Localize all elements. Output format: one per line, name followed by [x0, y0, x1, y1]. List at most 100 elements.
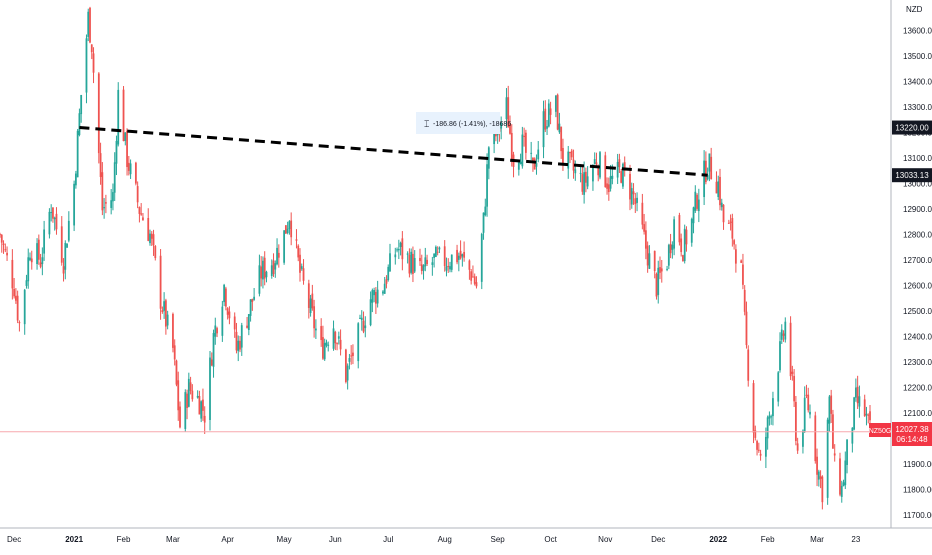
candle-up — [480, 233, 483, 282]
candle-up — [223, 284, 226, 303]
candle-down — [863, 399, 866, 417]
candle-up — [694, 191, 697, 211]
candle-down — [136, 186, 139, 203]
candle-up — [78, 113, 81, 136]
candle-up — [53, 217, 56, 220]
candle-down — [101, 172, 104, 211]
candle-up — [323, 343, 326, 360]
candle-down — [569, 151, 571, 154]
candle-up — [389, 253, 391, 272]
candle-down — [869, 411, 871, 421]
candle-up — [346, 365, 349, 381]
candle-down — [0, 234, 1, 236]
price-tick-label: 12200.00 — [903, 384, 932, 393]
candle-down — [122, 89, 125, 142]
candle-up — [484, 206, 487, 216]
candle-up — [657, 267, 660, 295]
candle-down — [374, 291, 377, 304]
candle-up — [212, 333, 215, 367]
candle-down — [362, 320, 365, 332]
measure-tooltip-text: -186.86 (-1.41%), -18686 — [433, 121, 511, 128]
candle-up — [690, 218, 693, 243]
candle-down — [819, 476, 822, 479]
candle-down — [235, 331, 238, 351]
candle-down — [456, 249, 458, 263]
candle-up — [554, 95, 557, 112]
candle-up — [240, 325, 243, 348]
candle-down — [99, 153, 102, 177]
candle-up — [149, 233, 151, 244]
candle-up — [842, 482, 845, 487]
candle-down — [177, 380, 180, 411]
trendline[interactable] — [79, 126, 708, 177]
candle-up — [438, 247, 441, 250]
candle-down — [159, 255, 162, 309]
candle-up — [780, 329, 783, 340]
candle-down — [821, 476, 824, 503]
candle-down — [463, 251, 466, 258]
price-tick-labels: 11700.0011800.0011900.0012000.0012100.00… — [903, 27, 932, 521]
candle-up — [85, 38, 88, 93]
candle-down — [189, 382, 192, 391]
candle-down — [680, 238, 683, 253]
candle-up — [50, 212, 53, 214]
time-tick-label: Dec — [651, 535, 665, 544]
candle-down — [198, 396, 201, 415]
candle-down — [754, 430, 757, 438]
last-price-value: 12027.38 — [895, 425, 929, 434]
candle-down — [805, 394, 808, 396]
candle-down — [669, 243, 672, 254]
candle-down — [408, 254, 411, 274]
candle-down — [475, 282, 478, 287]
candle-up — [196, 395, 199, 398]
candle-down — [867, 414, 870, 416]
candle-up — [360, 317, 363, 321]
candle-down — [89, 7, 91, 43]
time-tick-label: May — [277, 535, 292, 544]
candle-up — [274, 263, 277, 270]
candle-down — [55, 213, 58, 230]
candle-down — [228, 311, 231, 319]
candle-up — [200, 401, 203, 419]
candle-up — [247, 314, 250, 330]
candle-up — [262, 260, 264, 280]
candle-up — [703, 160, 706, 198]
price-tick-label: 12100.00 — [903, 409, 932, 418]
candle-down — [524, 132, 527, 153]
price-tick-label: 13400.00 — [903, 78, 932, 87]
candle-down — [246, 325, 248, 328]
candle-up — [288, 221, 291, 229]
candle-up — [844, 460, 847, 486]
price-tag: 13033.13 — [895, 171, 929, 180]
candle-up — [364, 325, 367, 329]
candle-down — [556, 94, 559, 130]
candle-down — [277, 252, 280, 258]
last-price-tag-background — [892, 422, 932, 446]
candle-down — [595, 162, 598, 165]
candle-up — [43, 229, 46, 254]
candle-down — [509, 123, 511, 134]
candle-down — [401, 238, 404, 260]
candle-down — [62, 266, 65, 274]
candle-down — [856, 386, 859, 404]
candle-down — [742, 264, 744, 285]
candle-up — [382, 291, 384, 294]
candle-up — [258, 265, 261, 294]
candle-up — [865, 413, 868, 416]
candle-down — [659, 267, 661, 273]
candle-down — [644, 230, 647, 249]
candle-up — [337, 336, 340, 339]
candle-down — [385, 279, 388, 284]
candle-up — [599, 152, 601, 178]
price-tick-label: 12800.00 — [903, 231, 932, 240]
time-tick-label: Mar — [810, 535, 824, 544]
candle-down — [745, 311, 748, 346]
candle-down — [715, 181, 718, 194]
candle-down — [127, 162, 130, 171]
candle-down — [233, 316, 236, 330]
candle-down — [743, 289, 746, 312]
candle-down — [226, 308, 229, 315]
candle-up — [76, 130, 79, 178]
